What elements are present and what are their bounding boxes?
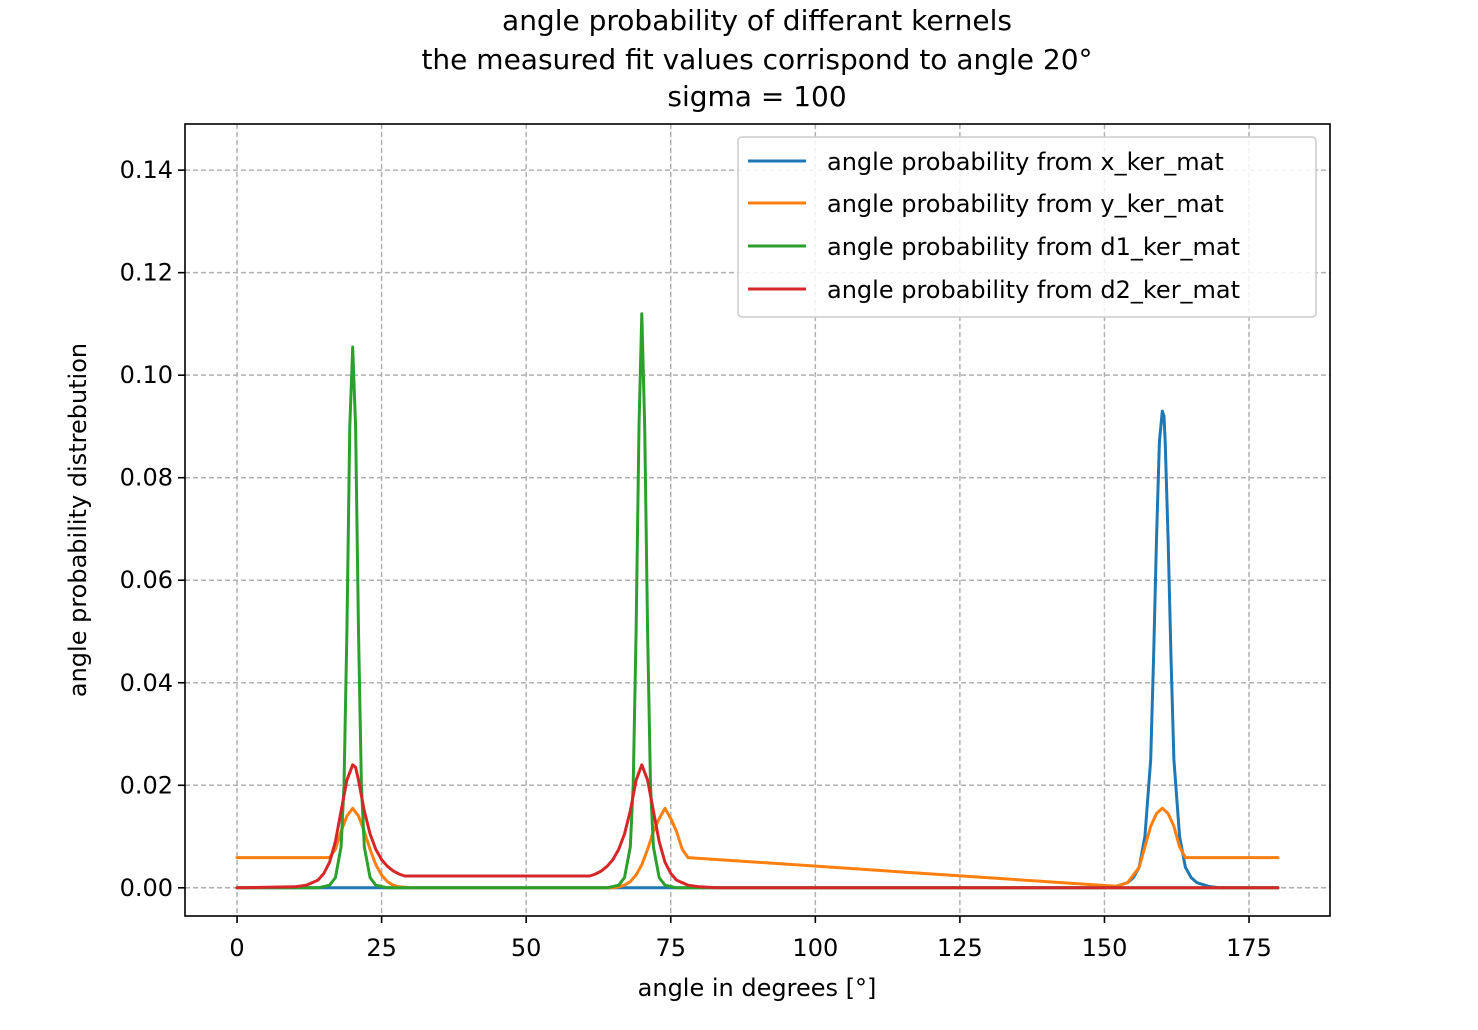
legend-box [737,136,1317,318]
legend: angle probability from x_ker_mat angle p… [737,136,1317,318]
chart-title-line-1: angle probability of differant kernels [502,4,1012,37]
y-tick-label: 0.08 [120,464,173,492]
y-axis-label: angle probability distrebution [64,343,92,697]
x-axis-label: angle in degrees [°] [638,974,877,1002]
x-tick-label: 100 [792,934,838,962]
legend-label-d1-ker: angle probability from d1_ker_mat [827,233,1240,261]
y-tick-label: 0.06 [120,566,173,594]
y-tick-label: 0.02 [120,771,173,799]
ticks: 0 25 50 75 100 125 150 175 0.00 0.02 0.04 0.06 0.08 0… [120,156,1272,962]
x-tick-label: 125 [937,934,983,962]
legend-label-d2-ker: angle probability from d2_ker_mat [827,276,1240,304]
x-tick-label: 75 [655,934,686,962]
chart-title-line-2: the measured fit values corrispond to an… [421,43,1092,76]
x-tick-label: 50 [511,934,542,962]
x-tick-label: 150 [1082,934,1128,962]
series-line-d1-ker [235,312,1280,890]
x-tick-label: 0 [229,934,244,962]
legend-label-x-ker: angle probability from x_ker_mat [827,148,1224,176]
x-tick-label: 25 [366,934,397,962]
y-tick-label: 0.04 [120,669,173,697]
y-tick-label: 0.14 [120,156,173,184]
axes-frame [184,123,1331,917]
series-line-d2-ker [235,763,1280,890]
legend-label-y-ker: angle probability from y_ker_mat [827,190,1224,218]
y-tick-label: 0.10 [120,361,173,389]
plot-area [235,312,1280,890]
x-tick-label: 175 [1226,934,1272,962]
y-tick-label: 0.12 [120,259,173,287]
y-tick-label: 0.00 [120,874,173,902]
chart-title-line-3: sigma = 100 [667,80,846,113]
